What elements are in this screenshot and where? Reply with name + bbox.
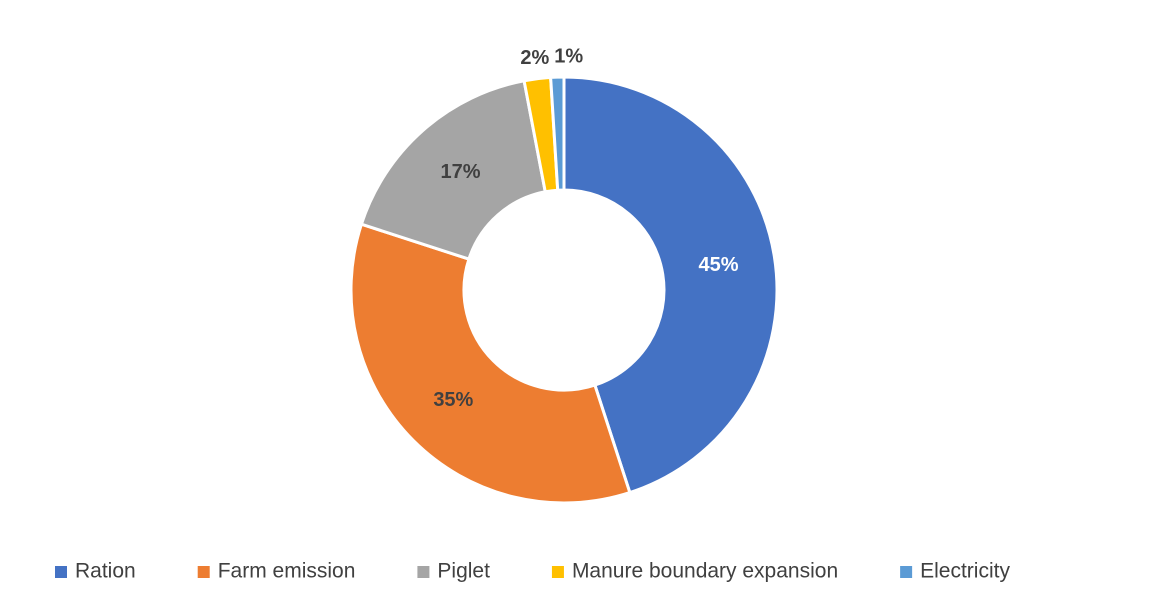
donut-slice [562, 75, 779, 495]
legend-label: Farm emission [218, 560, 356, 583]
legend-label: Electricity [920, 560, 1010, 583]
donut-slice [359, 79, 548, 261]
legend-label: Manure boundary expansion [572, 560, 838, 583]
data-label: 35% [433, 389, 473, 411]
data-label: 2% [520, 47, 549, 69]
data-label: 45% [699, 254, 739, 276]
data-label: 17% [440, 161, 480, 183]
legend-label: Piglet [437, 560, 490, 583]
data-label: 1% [554, 45, 583, 67]
legend-marker [551, 566, 564, 578]
donut-slice [349, 222, 632, 505]
legend-marker [900, 566, 913, 578]
legend-marker [417, 566, 430, 578]
donut-slice [549, 75, 566, 192]
legend-marker [197, 566, 210, 578]
legend-label: Ration [75, 560, 136, 583]
legend-marker [55, 566, 67, 578]
